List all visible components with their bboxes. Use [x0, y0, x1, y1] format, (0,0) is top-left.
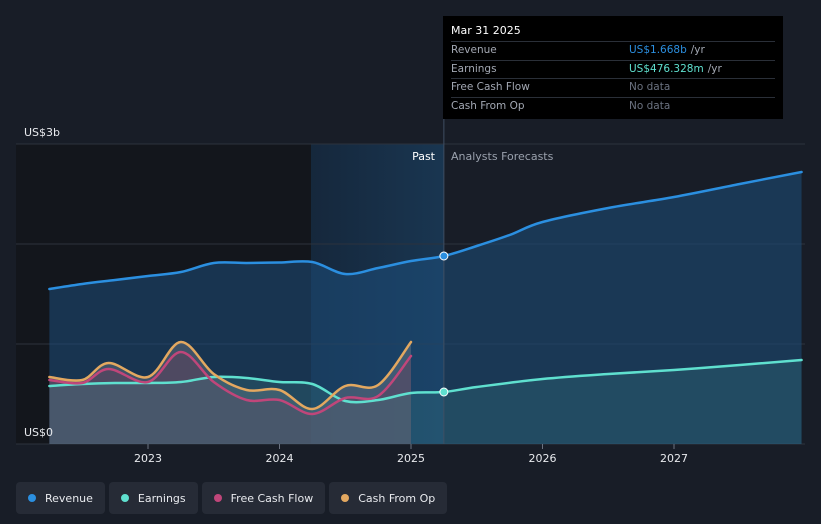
legend-item-revenue[interactable]: Revenue — [16, 482, 105, 514]
area-revenue — [49, 172, 802, 444]
tooltip-row-unit: /yr — [690, 44, 705, 56]
series-areas — [49, 172, 802, 444]
tooltip-row: Revenue US$1.668b/yr — [451, 41, 775, 60]
x-axis-ticks: 2023 2024 2025 2026 2027 — [134, 444, 688, 465]
forecast-label: Analysts Forecasts — [451, 150, 554, 163]
line-free-cash-flow — [48, 350, 413, 416]
area-free-cash-flow — [49, 352, 411, 444]
marker-revenue[interactable] — [439, 251, 449, 261]
legend-label: Free Cash Flow — [230, 491, 314, 505]
legend-label: Earnings — [137, 491, 186, 505]
legend-dot-icon — [120, 494, 129, 502]
tooltip-row: Free Cash Flow No data — [451, 78, 775, 97]
series-markers — [439, 251, 449, 397]
legend-label: Revenue — [45, 491, 93, 505]
x-tick-label: 2026 — [529, 452, 557, 465]
legend-item-free-cash-flow[interactable]: Free Cash Flow — [201, 482, 326, 514]
tooltip-row-value: US$476.328m — [629, 62, 704, 75]
tooltip-row-unit: /yr — [707, 62, 722, 75]
y-axis-bottom-label: US$0 — [24, 426, 53, 439]
legend: Revenue Earnings Free Cash Flow Cash From O… — [16, 482, 448, 514]
x-tick-label: 2027 — [660, 452, 688, 465]
tooltip-date: Mar 31 2025 — [451, 24, 521, 37]
y-axis-top-label: US$3b — [24, 126, 60, 139]
tooltip-row-label: Free Cash Flow — [451, 81, 530, 93]
tooltip-row-label: Revenue — [451, 44, 497, 56]
x-tick-label: 2024 — [266, 452, 294, 465]
marker-earnings[interactable] — [439, 387, 449, 397]
tooltip-row-value: No data — [629, 99, 671, 112]
chart-canvas: US$3b US$0 Past Analysts Forecasts 2023 2… — [16, 16, 805, 465]
tooltip-row-label: Earnings — [451, 62, 497, 75]
line-cash-from-op — [48, 340, 413, 411]
line-revenue — [48, 170, 803, 291]
tooltip-row-label: Cash From Op — [451, 99, 525, 112]
legend-item-earnings[interactable]: Earnings — [108, 482, 198, 514]
tooltip-row-value: No data — [629, 81, 671, 93]
tooltip-row: Earnings US$476.328m/yr — [451, 59, 775, 79]
legend-item-cash-from-op[interactable]: Cash From Op — [329, 482, 448, 514]
x-tick-label: 2025 — [397, 452, 425, 465]
tooltip-row-value: US$1.668b — [629, 44, 687, 56]
x-tick-label: 2023 — [134, 452, 162, 465]
area-earnings — [49, 360, 802, 444]
legend-dot-icon — [28, 494, 36, 502]
series-lines — [48, 170, 803, 416]
legend-dot-icon — [213, 494, 222, 502]
tooltip: Mar 31 2025 Revenue US$1.668b/yr Earnings U… — [443, 16, 783, 119]
legend-dot-icon — [341, 494, 350, 502]
past-label: Past — [412, 150, 436, 163]
legend-label: Cash From Op — [358, 491, 436, 505]
tooltip-row: Cash From Op No data — [451, 96, 775, 116]
